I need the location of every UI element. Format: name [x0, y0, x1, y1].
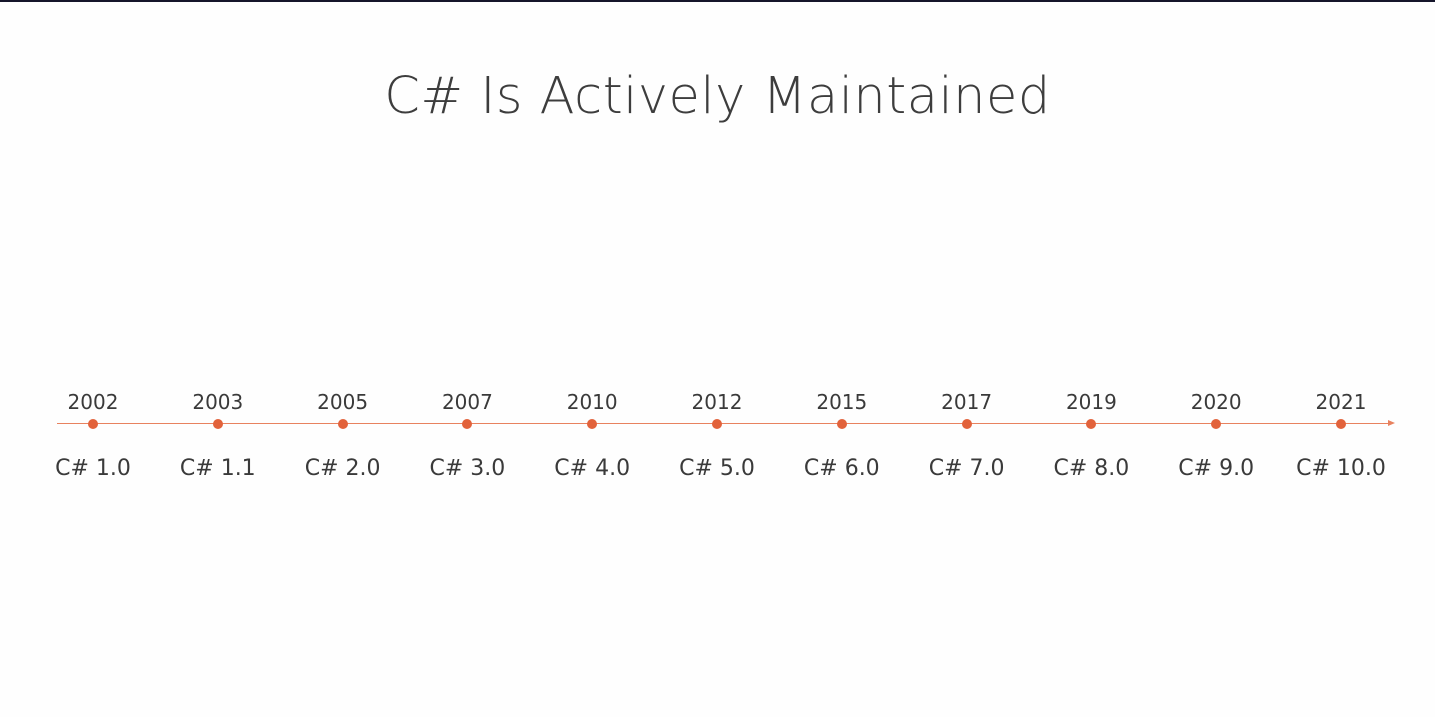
- milestone-dot: [587, 419, 598, 429]
- milestone-year: 2007: [441, 390, 493, 414]
- top-rule: [0, 0, 1435, 2]
- milestone-dot: [1211, 419, 1222, 429]
- milestone-dot: [961, 419, 972, 429]
- milestone-dot: [462, 419, 473, 429]
- milestone-year: 2020: [1190, 390, 1242, 414]
- milestone-dot: [212, 419, 223, 429]
- milestone-dot: [1336, 419, 1346, 429]
- milestone-year: 2015: [816, 390, 868, 414]
- milestone-version: C# 1.0: [55, 456, 131, 481]
- milestone-dot: [337, 419, 348, 429]
- milestone-dot: [1086, 419, 1097, 429]
- milestone-year: 2019: [1065, 390, 1117, 414]
- timeline-arrowhead: [1388, 420, 1395, 426]
- milestone-dot: [836, 419, 847, 429]
- milestone-year: 2002: [67, 390, 119, 414]
- milestone-dot: [88, 419, 98, 429]
- milestone-version: C# 2.0: [304, 456, 381, 481]
- milestone-version: C# 7.0: [928, 456, 1005, 481]
- milestone-year: 2017: [941, 390, 993, 414]
- milestone-year: 2010: [566, 390, 618, 414]
- milestone-version: C# 9.0: [1178, 456, 1255, 481]
- milestone-year: 2012: [691, 390, 743, 414]
- milestone-version: C# 3.0: [429, 456, 506, 481]
- milestone-version: C# 5.0: [679, 456, 755, 481]
- milestone-version: C# 6.0: [803, 456, 880, 481]
- milestone-year: 2021: [1315, 390, 1367, 414]
- milestone-version: C# 4.0: [554, 456, 631, 481]
- milestone-version: C# 8.0: [1053, 456, 1130, 481]
- milestone-version: C# 10.0: [1296, 456, 1386, 481]
- milestone-year: 2005: [317, 390, 369, 414]
- timeline-axis: [57, 423, 1390, 424]
- slide-title: C# Is Actively Maintained: [384, 67, 1051, 126]
- milestone-year: 2003: [192, 390, 244, 414]
- milestone-version: C# 1.1: [179, 456, 256, 481]
- milestone-dot: [712, 419, 722, 429]
